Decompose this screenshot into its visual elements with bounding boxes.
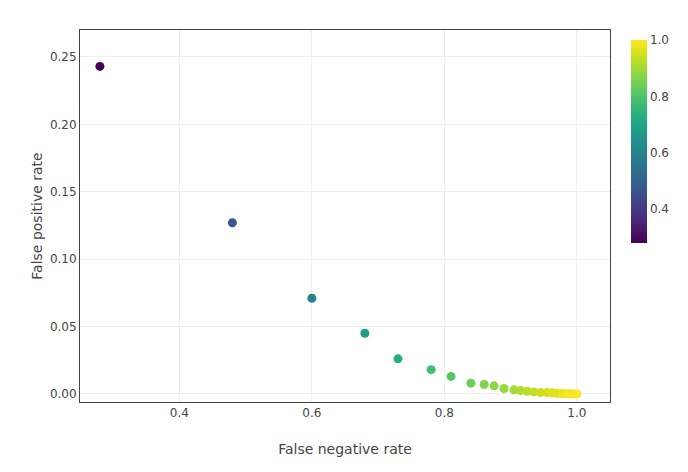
svg-text:0.15: 0.15 xyxy=(50,185,77,199)
svg-text:0.20: 0.20 xyxy=(50,118,77,132)
svg-text:0.25: 0.25 xyxy=(50,50,77,64)
svg-text:False negative rate: False negative rate xyxy=(278,441,412,457)
svg-text:0.10: 0.10 xyxy=(50,252,77,266)
svg-text:0.05: 0.05 xyxy=(50,320,77,334)
svg-text:0.6: 0.6 xyxy=(302,406,321,420)
svg-text:0.4: 0.4 xyxy=(650,202,669,216)
svg-text:0.8: 0.8 xyxy=(435,406,454,420)
svg-text:False positive rate: False positive rate xyxy=(29,152,45,279)
svg-text:1.0: 1.0 xyxy=(650,33,669,47)
svg-text:0.00: 0.00 xyxy=(50,387,77,401)
svg-text:0.6: 0.6 xyxy=(650,146,669,160)
svg-text:0.4: 0.4 xyxy=(170,406,189,420)
svg-text:1.0: 1.0 xyxy=(567,406,586,420)
svg-text:0.8: 0.8 xyxy=(650,90,669,104)
